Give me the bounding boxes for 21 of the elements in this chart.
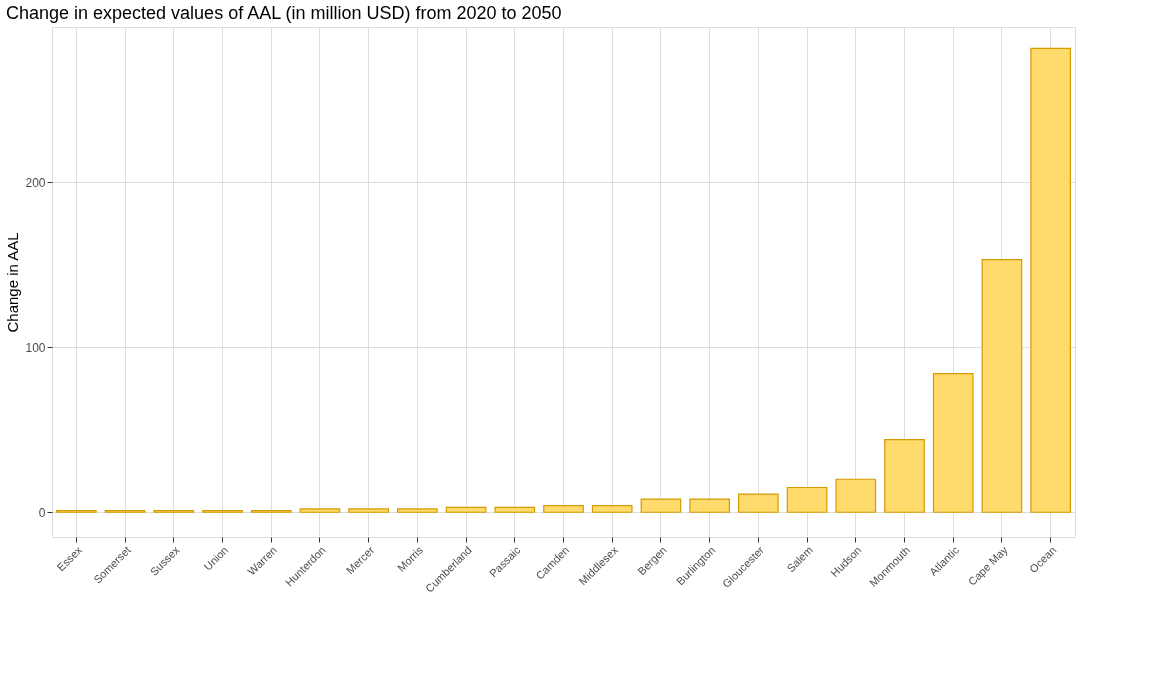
bar [786, 486, 828, 513]
bar [543, 505, 584, 513]
bar [494, 506, 536, 513]
bar [1030, 47, 1071, 513]
bar [348, 508, 389, 513]
bar [640, 498, 682, 513]
bar [299, 508, 341, 513]
chart-title: Change in expected values of AAL (in million USD) from 2020 to 2050 [5, 3, 562, 23]
bar [689, 498, 730, 513]
bar [884, 439, 925, 513]
bar [738, 493, 779, 513]
bar [835, 478, 877, 513]
bar [981, 259, 1023, 513]
bar [591, 505, 633, 513]
bar [397, 508, 438, 513]
y-axis-title: Change in AAL [4, 232, 22, 333]
y-tick-label: 100 [25, 340, 46, 355]
y-tick-label: 0 [38, 505, 46, 520]
bar [445, 506, 487, 513]
y-tick-label: 200 [25, 175, 46, 190]
bar [932, 373, 974, 513]
